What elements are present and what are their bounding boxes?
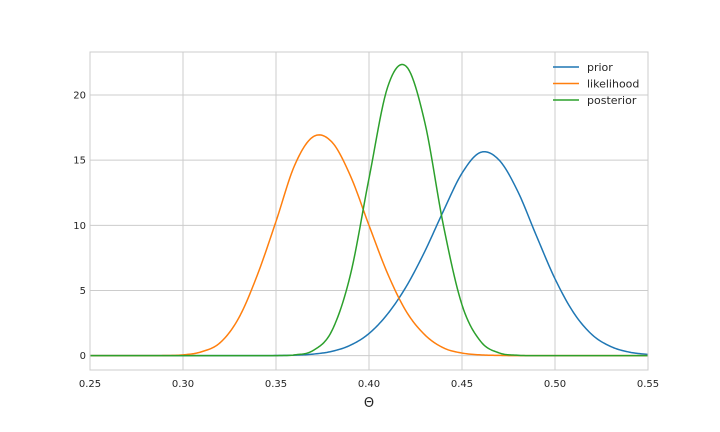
x-tick-labels: 0.25 0.30 0.35 0.40 0.45 0.50 0.55 — [79, 379, 659, 390]
y-tick-label: 5 — [80, 286, 86, 297]
x-tick-label: 0.25 — [79, 379, 101, 390]
series-lines — [90, 63, 649, 357]
legend-label-posterior: posterior — [587, 94, 637, 107]
x-tick-label: 0.55 — [637, 379, 659, 390]
y-tick-label: 10 — [73, 221, 86, 232]
x-tick-label: 0.30 — [172, 379, 194, 390]
x-axis-label: Θ — [364, 396, 374, 411]
x-tick-label: 0.35 — [265, 379, 287, 390]
x-tick-label: 0.40 — [358, 379, 380, 390]
y-tick-label: 20 — [73, 91, 86, 102]
y-tick-labels: 0 5 10 15 20 — [73, 91, 86, 363]
x-tick-label: 0.50 — [544, 379, 566, 390]
legend-label-likelihood: likelihood — [587, 78, 639, 91]
y-tick-label: 0 — [80, 351, 86, 362]
y-tick-label: 15 — [73, 156, 86, 167]
x-tick-label: 0.45 — [451, 379, 473, 390]
series-line-posterior — [90, 63, 648, 357]
legend-label-prior: prior — [587, 61, 613, 74]
plot-frame — [89, 51, 649, 371]
legend: prior likelihood posterior — [553, 61, 639, 107]
